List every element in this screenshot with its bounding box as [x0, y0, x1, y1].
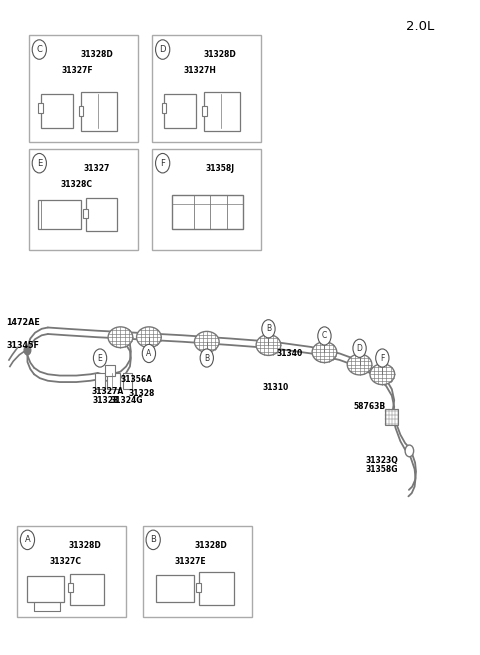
Text: 31358J: 31358J — [205, 164, 234, 173]
Bar — [96, 373, 105, 389]
Text: A: A — [146, 349, 152, 358]
Text: B: B — [266, 324, 271, 333]
Text: A: A — [24, 535, 30, 544]
Text: E: E — [36, 159, 42, 168]
Bar — [38, 103, 43, 113]
Bar — [81, 92, 117, 131]
FancyBboxPatch shape — [143, 525, 252, 616]
Circle shape — [146, 530, 160, 550]
Text: 31327H: 31327H — [184, 66, 216, 75]
Bar — [204, 92, 240, 131]
Text: F: F — [160, 159, 165, 168]
Text: 31328D: 31328D — [80, 50, 113, 59]
Circle shape — [156, 153, 170, 173]
FancyBboxPatch shape — [152, 149, 261, 250]
Text: 31324G: 31324G — [111, 396, 144, 405]
Bar — [156, 575, 194, 602]
Bar — [196, 583, 201, 592]
Bar — [105, 365, 115, 376]
Circle shape — [318, 327, 331, 345]
Text: C: C — [36, 45, 42, 54]
Text: 31328D: 31328D — [204, 50, 236, 59]
Circle shape — [156, 40, 170, 60]
Text: 31328D: 31328D — [194, 540, 227, 550]
Bar — [86, 198, 117, 231]
Text: 31327E: 31327E — [175, 557, 206, 566]
Text: 31356A: 31356A — [120, 375, 153, 384]
Text: 31327A: 31327A — [92, 386, 124, 396]
Text: D: D — [159, 45, 166, 54]
Bar — [68, 583, 72, 592]
FancyBboxPatch shape — [17, 525, 126, 616]
Text: 58763B: 58763B — [354, 402, 386, 411]
Text: D: D — [357, 344, 362, 353]
Bar — [70, 574, 104, 605]
Text: C: C — [322, 331, 327, 341]
Ellipse shape — [256, 335, 281, 356]
Bar — [41, 94, 73, 128]
Text: B: B — [150, 535, 156, 544]
Text: 31328: 31328 — [93, 396, 120, 405]
Ellipse shape — [312, 342, 337, 363]
FancyBboxPatch shape — [152, 35, 261, 142]
Text: 31310: 31310 — [263, 383, 289, 392]
Circle shape — [94, 349, 107, 367]
Text: 31345F: 31345F — [7, 341, 39, 350]
Bar — [38, 200, 81, 229]
Bar — [84, 210, 88, 218]
Circle shape — [32, 40, 47, 60]
Bar — [107, 373, 120, 389]
Text: 31328D: 31328D — [68, 540, 101, 550]
Bar — [26, 576, 64, 602]
FancyBboxPatch shape — [29, 149, 138, 250]
Circle shape — [20, 530, 35, 550]
Text: 31358G: 31358G — [366, 464, 398, 474]
Circle shape — [262, 320, 275, 338]
Text: B: B — [204, 354, 209, 362]
Circle shape — [405, 445, 414, 457]
Text: 31327: 31327 — [84, 164, 110, 173]
Ellipse shape — [137, 327, 161, 348]
Text: 31340: 31340 — [277, 349, 303, 358]
Bar — [123, 373, 132, 388]
Bar — [199, 572, 234, 605]
Circle shape — [32, 153, 47, 173]
Text: E: E — [97, 354, 102, 362]
Circle shape — [353, 339, 366, 358]
Circle shape — [24, 346, 31, 355]
Circle shape — [142, 345, 156, 363]
Ellipse shape — [347, 354, 372, 375]
Text: 31323Q: 31323Q — [366, 456, 398, 465]
Bar — [385, 409, 398, 425]
Bar — [172, 195, 243, 229]
Bar — [202, 106, 207, 117]
Bar — [164, 94, 196, 128]
Text: F: F — [380, 354, 384, 362]
FancyBboxPatch shape — [29, 35, 138, 142]
Text: 31328C: 31328C — [61, 180, 93, 189]
Circle shape — [376, 349, 389, 367]
Text: 31327F: 31327F — [61, 66, 93, 75]
Ellipse shape — [370, 364, 395, 384]
Text: 1472AE: 1472AE — [7, 318, 40, 327]
Ellipse shape — [108, 327, 133, 348]
Text: 31327C: 31327C — [49, 557, 81, 566]
Bar — [79, 106, 84, 117]
Text: 2.0L: 2.0L — [406, 20, 434, 33]
Circle shape — [200, 349, 214, 367]
Ellipse shape — [194, 331, 219, 352]
Bar — [162, 103, 167, 113]
Text: 31328: 31328 — [129, 389, 155, 398]
